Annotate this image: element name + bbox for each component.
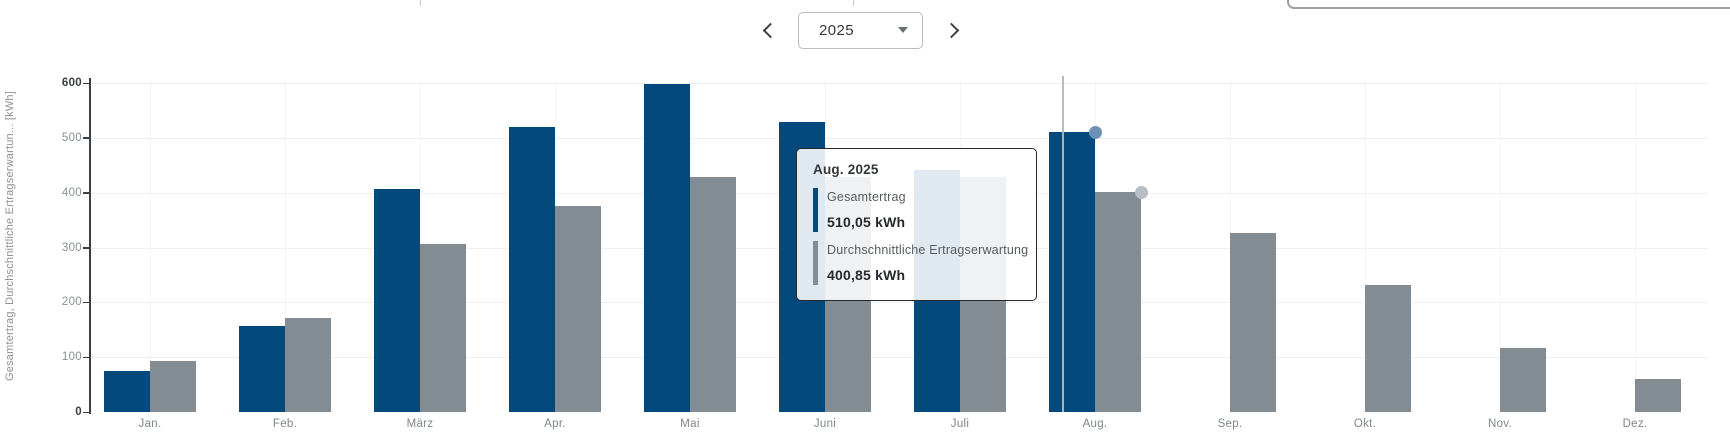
x-axis-label[interactable]: Juli xyxy=(950,418,970,430)
tooltip-series-label: Durchschnittliche Ertragserwartung xyxy=(827,243,1029,257)
y-tick[interactable] xyxy=(83,82,89,84)
gridline[interactable] xyxy=(90,137,1708,139)
x-axis-label[interactable]: Juni xyxy=(813,418,837,430)
chart-tooltip: Aug. 2025 Gesamtertrag 510,05 kWh Durchs… xyxy=(796,148,1037,301)
hover-marker-total[interactable] xyxy=(1088,125,1102,139)
y-tick[interactable] xyxy=(83,137,89,139)
x-axis-label[interactable]: Apr. xyxy=(544,418,566,430)
y-tick-label[interactable]: 0 xyxy=(75,406,82,418)
series-color-swatch xyxy=(813,241,818,285)
cropped-top-right-panel xyxy=(1287,0,1730,9)
bar-ertragserwartung[interactable] xyxy=(150,361,196,412)
bar-gesamtertrag[interactable] xyxy=(374,189,420,412)
y-tick-label[interactable]: 600 xyxy=(61,77,82,89)
y-tick[interactable] xyxy=(83,356,89,359)
x-axis-label[interactable]: Aug. xyxy=(1082,418,1108,430)
y-tick-label[interactable]: 100 xyxy=(61,351,82,364)
hover-crosshair-line[interactable] xyxy=(1062,76,1064,412)
y-axis-line xyxy=(89,78,91,414)
bar-gesamtertrag[interactable] xyxy=(509,127,555,412)
y-tick-label[interactable]: 200 xyxy=(61,296,82,309)
gridline-vertical[interactable] xyxy=(1365,80,1366,412)
bar-ertragserwartung[interactable] xyxy=(420,243,466,412)
bar-ertragserwartung[interactable] xyxy=(1635,379,1681,412)
x-axis-label[interactable]: Nov. xyxy=(1488,418,1512,430)
bar-ertragserwartung[interactable] xyxy=(1365,285,1411,412)
x-axis-label[interactable]: Sep. xyxy=(1217,418,1243,430)
y-tick[interactable] xyxy=(83,411,89,413)
x-axis-label[interactable]: Mai xyxy=(680,418,700,430)
bar-gesamtertrag[interactable] xyxy=(239,326,285,412)
x-axis-label[interactable]: Feb. xyxy=(272,418,298,430)
tooltip-title: Aug. 2025 xyxy=(813,162,879,177)
chevron-down-icon xyxy=(898,27,908,33)
tooltip-series-value: 510,05 kWh xyxy=(827,214,906,230)
gridline-vertical[interactable] xyxy=(1635,80,1636,412)
x-axis-label[interactable]: Okt. xyxy=(1353,418,1377,430)
gridline[interactable] xyxy=(90,357,1708,359)
x-axis-label[interactable]: Dez. xyxy=(1622,418,1648,430)
bar-ertragserwartung[interactable] xyxy=(555,205,601,412)
bar-gesamtertrag[interactable] xyxy=(104,370,150,412)
cropped-top-divider xyxy=(420,0,421,6)
gridline-vertical[interactable] xyxy=(285,80,286,412)
y-axis-title: Gesamtertrag, Durchschnittliche Ertragse… xyxy=(4,91,16,381)
series-color-swatch xyxy=(813,188,818,232)
cropped-top-divider xyxy=(853,0,854,6)
bar-ertragserwartung[interactable] xyxy=(285,317,331,412)
gridline[interactable] xyxy=(90,302,1708,304)
year-navigation: 2025 xyxy=(756,10,965,50)
y-tick-label[interactable]: 500 xyxy=(61,131,82,144)
bar-ertragserwartung[interactable] xyxy=(1500,347,1546,412)
x-axis-label[interactable]: März xyxy=(406,418,434,430)
y-tick[interactable] xyxy=(83,301,89,304)
y-tick[interactable] xyxy=(83,192,89,194)
tooltip-series-label: Gesamtertrag xyxy=(827,190,906,204)
year-select-value: 2025 xyxy=(819,21,854,39)
tooltip-row-total: Gesamtertrag 510,05 kWh xyxy=(813,188,1022,232)
hover-marker-expected[interactable] xyxy=(1134,185,1148,199)
bar-gesamtertrag[interactable] xyxy=(644,84,690,412)
y-tick-label[interactable]: 300 xyxy=(61,241,82,254)
tooltip-series-value: 400,85 kWh xyxy=(827,267,906,283)
tooltip-row-expected: Durchschnittliche Ertragserwartung 400,8… xyxy=(813,241,1028,285)
y-tick-label[interactable]: 400 xyxy=(61,186,82,199)
gridline[interactable] xyxy=(90,83,1708,84)
bar-ertragserwartung[interactable] xyxy=(1230,233,1276,412)
bar-ertragserwartung[interactable] xyxy=(1095,192,1141,412)
year-select[interactable]: 2025 xyxy=(798,11,923,49)
gridline-vertical[interactable] xyxy=(150,80,151,412)
bar-ertragserwartung[interactable] xyxy=(690,177,736,412)
gridline-vertical[interactable] xyxy=(1500,80,1501,412)
x-axis-label[interactable]: Jan. xyxy=(138,418,162,430)
y-tick[interactable] xyxy=(83,247,89,249)
bar-gesamtertrag[interactable] xyxy=(1049,132,1095,412)
